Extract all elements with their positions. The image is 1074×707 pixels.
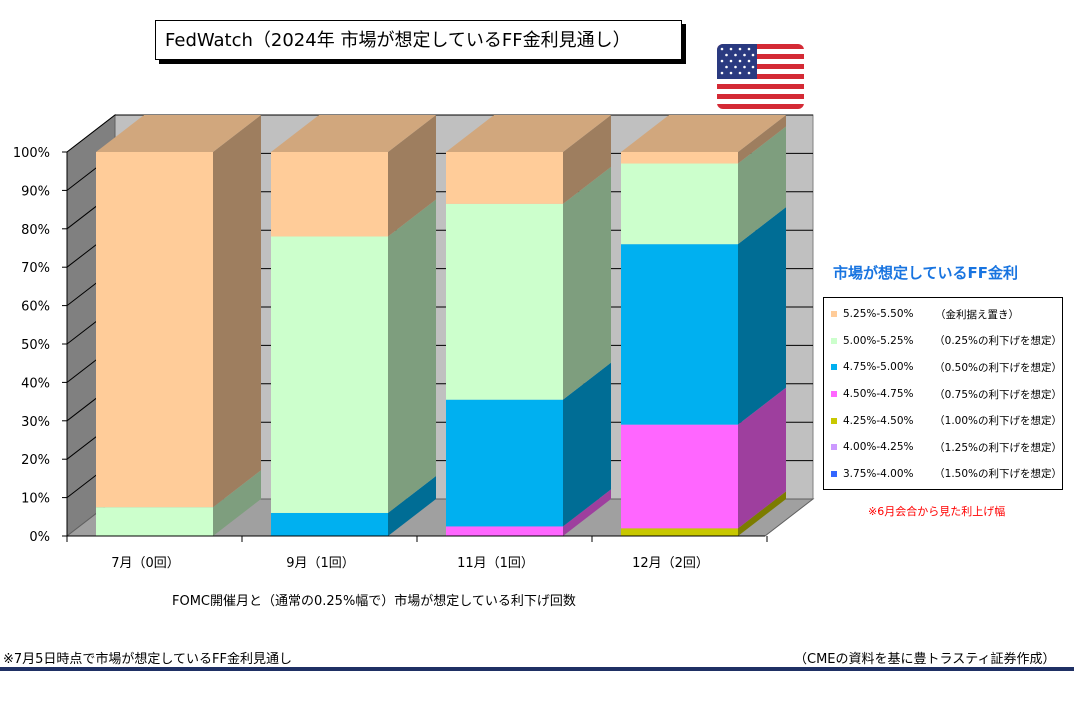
legend-item: 3.75%-4.00% （1.50%の利下げを想定）: [824, 461, 1062, 488]
legend-item: 4.50%-4.75% （0.75%の利下げを想定）: [824, 381, 1062, 408]
bar-segment-top: [271, 115, 436, 152]
y-tick-label: 80%: [21, 223, 50, 238]
bar-segment-side: [213, 115, 261, 508]
legend-swatch: [831, 417, 837, 424]
bar-segment-side: [738, 491, 786, 536]
bar-segment-side: [388, 115, 436, 237]
bar-segment: [621, 163, 738, 245]
y-tick-label: 40%: [21, 376, 50, 391]
chart-title: FedWatch（2024年 市場が想定しているFF金利見通し）: [155, 20, 682, 60]
legend-note: ※6月会合から見た利上げ幅: [868, 505, 1006, 518]
legend-swatch: [831, 337, 837, 344]
bar-segment-side: [738, 115, 786, 164]
bar-segment: [446, 526, 563, 536]
footnote: ※7月5日時点で市場が想定しているFF金利見通し: [3, 652, 292, 667]
legend-swatch: [831, 391, 837, 398]
legend-range: 4.25%-4.50%: [843, 414, 914, 427]
legend-range: 4.00%-4.25%: [843, 441, 914, 454]
bar-segment-side: [388, 475, 436, 536]
bar-segment: [271, 152, 388, 237]
legend-range: 4.75%-5.00%: [843, 361, 914, 374]
y-tick-label: 30%: [21, 415, 50, 430]
legend-note-text: （金利据え置き）: [935, 308, 1019, 321]
bar-segment-side: [563, 115, 611, 204]
bar-segment: [621, 424, 738, 529]
bar-segment-side: [738, 387, 786, 529]
y-tick-label: 100%: [13, 146, 50, 161]
y-tick-label: 50%: [21, 338, 50, 353]
bar-segment: [271, 236, 388, 513]
legend-swatch: [831, 444, 837, 451]
x-tick-label: 7月（0回）: [111, 556, 180, 571]
legend-swatch: [831, 311, 837, 318]
bar-segment-side: [213, 470, 261, 536]
legend-title: 市場が想定しているFF金利: [833, 264, 1019, 282]
x-tick-label: 11月（1回）: [457, 556, 534, 571]
bar-segment: [446, 399, 563, 527]
y-tick-label: 20%: [21, 453, 50, 468]
bar-segment: [621, 528, 738, 536]
bar-segment-side: [563, 166, 611, 400]
legend-note-text: （1.00%の利下げを想定）: [934, 415, 1062, 428]
bar-segment: [621, 244, 738, 425]
legend-note-text: （1.25%の利下げを想定）: [934, 441, 1062, 454]
legend-item: 4.75%-5.00% （0.50%の利下げを想定）: [824, 354, 1062, 381]
bar-segment-side: [563, 489, 611, 536]
bar-segment: [621, 152, 738, 164]
bar-segment-side: [563, 362, 611, 527]
bar-segment-top: [621, 115, 786, 152]
x-tick-label: 12月（2回）: [632, 556, 709, 571]
legend-range: 5.00%-5.25%: [843, 334, 914, 347]
y-tick-label: 90%: [21, 184, 50, 199]
y-tick-label: 0%: [29, 530, 50, 545]
legend-swatch: [831, 470, 837, 477]
y-tick-label: 70%: [21, 261, 50, 276]
bar-segment-side: [738, 207, 786, 425]
x-tick-label: 9月（1回）: [286, 556, 355, 571]
bar-segment-top: [96, 115, 261, 152]
legend-swatch: [831, 364, 837, 371]
legend-note-text: （0.25%の利下げを想定）: [934, 335, 1062, 348]
bar-segment: [271, 512, 388, 536]
legend-note-text: （1.50%の利下げを想定）: [934, 468, 1062, 481]
legend-item: 4.25%-4.50% （1.00%の利下げを想定）: [824, 407, 1062, 434]
x-axis-title: FOMC開催月と（通常の0.25%幅で）市場が想定している利下げ回数: [172, 594, 576, 609]
legend-range: 4.50%-4.75%: [843, 388, 914, 401]
legend-item: 5.00%-5.25% （0.25%の利下げを想定）: [824, 328, 1062, 355]
y-tick-label: 60%: [21, 300, 50, 315]
bar-segment: [446, 203, 563, 400]
source-credit: （CMEの資料を基に豊トラスティ証券作成）: [794, 652, 1056, 667]
legend-range: 5.25%-5.50%: [843, 308, 914, 321]
legend-note-text: （0.75%の利下げを想定）: [934, 388, 1062, 401]
legend-item: 5.25%-5.50% （金利据え置き）: [824, 301, 1062, 328]
bar-segment-top: [446, 115, 611, 152]
bar-segment: [96, 507, 213, 536]
bar-segment: [96, 152, 213, 508]
legend-note-text: （0.50%の利下げを想定）: [934, 361, 1062, 374]
us-flag-icon: [717, 44, 804, 109]
y-tick-label: 10%: [21, 492, 50, 507]
bar-segment-side: [738, 126, 786, 245]
legend: 5.25%-5.50% （金利据え置き） 5.00%-5.25% （0.25%の利下げ…: [823, 297, 1063, 490]
bar-segment-side: [388, 199, 436, 513]
legend-range: 3.75%-4.00%: [843, 467, 914, 480]
legend-item: 4.00%-4.25% （1.25%の利下げを想定）: [824, 434, 1062, 461]
bar-segment: [446, 152, 563, 204]
bottom-rule: [0, 667, 1074, 671]
